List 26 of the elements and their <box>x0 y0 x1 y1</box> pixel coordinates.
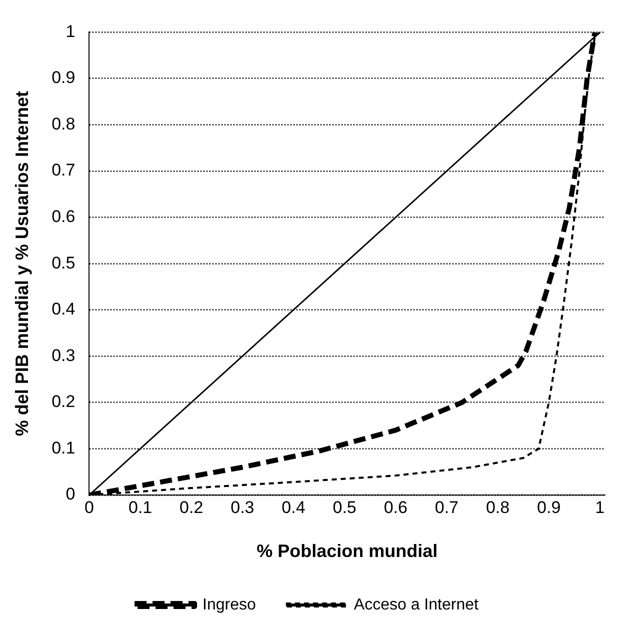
y-tick-label: 0.9 <box>52 68 76 88</box>
y-tick-label: 1 <box>66 22 76 41</box>
x-tick-label: 0.8 <box>486 498 510 517</box>
y-tick-label: 0.7 <box>52 160 76 180</box>
y-tick-label: 0.8 <box>52 114 76 134</box>
x-tick-label: 0.6 <box>384 498 408 517</box>
x-tick-label: 0.9 <box>537 498 561 517</box>
legend-label: Ingreso <box>202 596 256 614</box>
y-tick-label: 0.6 <box>52 207 76 226</box>
legend-label: Acceso a Internet <box>354 596 479 614</box>
x-tick-label: 0 <box>84 498 94 517</box>
x-tick-label: 0.3 <box>230 498 254 517</box>
y-tick-label: 0.4 <box>52 300 76 319</box>
y-axis-title: % del PIB mundial y % Usuarios Internet <box>12 91 32 436</box>
x-tick-label: 1 <box>595 498 605 517</box>
y-tick-label: 0.2 <box>52 392 76 412</box>
y-tick-label: 0 <box>66 484 76 504</box>
x-tick-label: 0.5 <box>332 498 356 517</box>
x-tick-label: 0.1 <box>128 498 152 517</box>
x-tick-label: 0.7 <box>434 498 459 517</box>
x-tick-label: 0.2 <box>180 498 204 517</box>
y-tick-label: 0.5 <box>52 253 76 272</box>
x-tick-label: 0.4 <box>282 498 306 517</box>
y-tick-label: 0.1 <box>52 438 76 458</box>
y-tick-label: 0.3 <box>52 346 76 365</box>
x-axis-title: % Poblacion mundial <box>256 541 438 562</box>
